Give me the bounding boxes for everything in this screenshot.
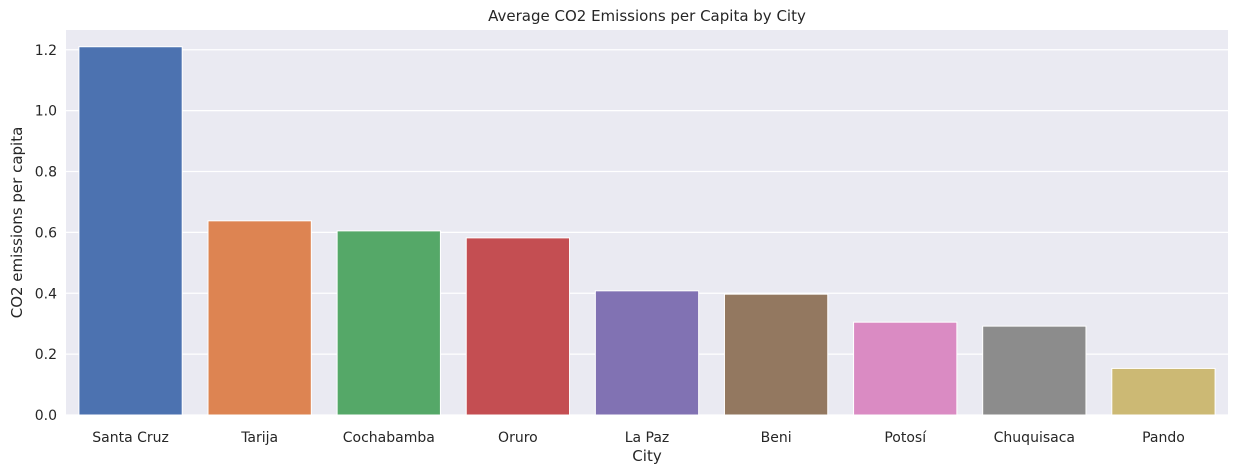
y-tick-label: 0.8 [35, 165, 57, 181]
y-tick-label: 1.2 [35, 43, 57, 59]
bar-la-paz [594, 290, 700, 416]
y-tick-label: 1.0 [35, 104, 57, 120]
y-tick-label: 0.2 [35, 347, 57, 363]
x-tick-label: Cochabamba [343, 430, 435, 446]
x-tick-label: Tarija [240, 430, 278, 446]
bar-beni [723, 293, 829, 416]
y-axis-label: CO2 emissions per capita [8, 127, 26, 319]
x-tick-label: Oruro [498, 430, 538, 446]
x-axis-ticks: Santa Cruz Tarija Cochabamba Oruro La Paz Ben… [92, 430, 1185, 446]
bar-santa-cruz [78, 46, 183, 416]
x-tick-label: Beni [761, 430, 792, 446]
y-tick-label: 0.4 [35, 286, 57, 302]
bar-chuquisaca [982, 325, 1087, 416]
y-tick-label: 0.6 [35, 225, 57, 241]
x-tick-label: Pando [1142, 430, 1185, 446]
x-tick-label: Chuquisaca [994, 430, 1075, 446]
bar-pando [1111, 367, 1216, 416]
bar-tarija [207, 220, 312, 416]
x-tick-label: Potosí [884, 430, 927, 446]
chart-title: Average CO2 Emissions per Capita by City [488, 7, 806, 25]
bar-potos- [853, 321, 958, 416]
x-axis-label: City [632, 447, 662, 465]
bar-oruro [465, 237, 571, 416]
y-axis-ticks: 0.0 0.2 0.4 0.6 0.8 1.0 1.2 [35, 43, 57, 424]
x-tick-label: La Paz [625, 430, 670, 446]
y-tick-label: 0.0 [35, 408, 57, 424]
x-tick-label: Santa Cruz [92, 430, 169, 446]
bars [78, 46, 1216, 416]
bar-cochabamba [336, 230, 441, 416]
